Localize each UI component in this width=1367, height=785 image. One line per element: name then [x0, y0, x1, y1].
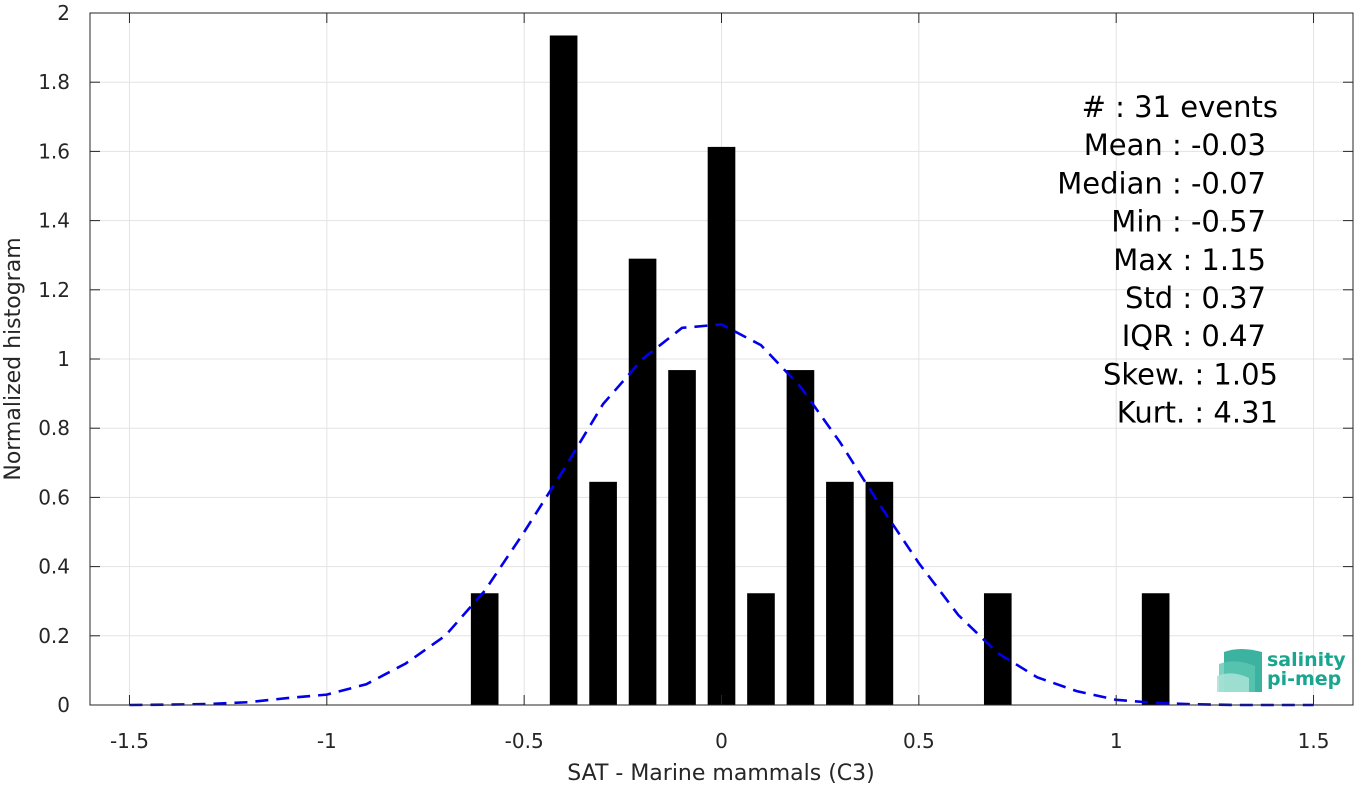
histogram-bar	[865, 481, 894, 705]
x-tick-label: 1	[1110, 729, 1123, 753]
histogram-bars	[470, 35, 1170, 706]
stat-line: Min : -0.57	[1111, 205, 1266, 239]
x-tick-label: -1	[317, 729, 337, 753]
histogram-bar	[668, 370, 696, 705]
histogram-bar	[549, 35, 578, 706]
histogram-bar	[628, 258, 657, 705]
histogram-bar	[1141, 593, 1170, 705]
histogram-bar	[983, 593, 1012, 705]
y-tick-label: 1.6	[38, 139, 70, 163]
stat-line: Std : 0.37	[1125, 281, 1266, 315]
stat-line: Mean : -0.03	[1084, 128, 1266, 162]
logo-waves-icon	[1217, 649, 1262, 692]
logo-text-pi-mep: pi-mep	[1267, 668, 1341, 690]
y-tick-label: 0.6	[38, 485, 70, 509]
statistics-box: # : 31 events Mean : -0.03 Median : -0.07 M…	[1057, 90, 1278, 430]
histogram-bar	[589, 481, 617, 705]
y-tick-label: 0.4	[38, 555, 70, 579]
x-tick-label: -0.5	[505, 729, 544, 753]
histogram-bar	[826, 481, 854, 705]
x-tick-label: 1.5	[1298, 729, 1330, 753]
salinity-pi-mep-logo: salinity pi-mep	[1217, 649, 1346, 692]
stat-line: # : 31 events	[1082, 90, 1278, 124]
x-tick-label: 0.5	[903, 729, 935, 753]
y-tick-label: 1	[57, 347, 70, 371]
y-tick-label: 0.8	[38, 416, 70, 440]
histogram-bar	[707, 146, 736, 706]
x-tick-labels: -1.5 -1 -0.5 0 0.5 1 1.5	[110, 729, 1329, 753]
x-axis-title: SAT - Marine mammals (C3)	[567, 761, 875, 785]
axis-ticks	[90, 12, 1353, 706]
y-tick-label: 1.8	[38, 70, 70, 94]
y-tick-label: 2	[57, 1, 70, 25]
logo-text-salinity: salinity	[1267, 649, 1346, 671]
y-axis-title: Normalized histogram	[1, 237, 26, 480]
stat-line: Max : 1.15	[1113, 243, 1266, 277]
y-tick-label: 0	[57, 693, 70, 717]
y-tick-label: 1.4	[38, 209, 70, 233]
y-tick-label: 0.2	[38, 624, 70, 648]
histogram-bar	[747, 593, 775, 705]
histogram-bar	[470, 593, 499, 705]
x-tick-label: 0	[715, 729, 728, 753]
stat-line: Skew. : 1.05	[1103, 357, 1278, 391]
histogram-bar	[786, 370, 815, 705]
y-tick-label: 1.2	[38, 278, 70, 302]
y-tick-labels: 0 0.2 0.4 0.6 0.8 1 1.2 1.4 1.6 1.8 2	[38, 1, 70, 717]
stat-line: IQR : 0.47	[1122, 319, 1266, 353]
stat-line: Median : -0.07	[1057, 166, 1266, 200]
x-tick-label: -1.5	[110, 729, 149, 753]
stat-line: Kurt. : 4.31	[1117, 396, 1278, 430]
